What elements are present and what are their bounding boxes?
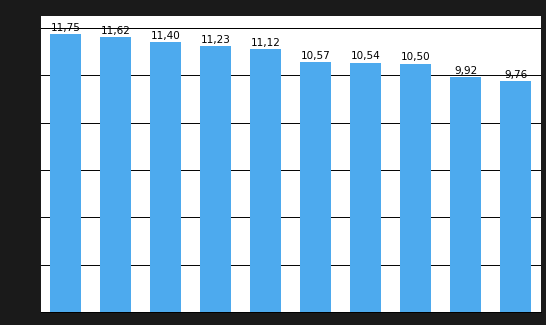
Text: 11,23: 11,23: [201, 35, 231, 45]
Bar: [100, 37, 132, 312]
Bar: [500, 81, 531, 312]
Text: 11,75: 11,75: [51, 23, 81, 33]
Bar: [450, 77, 481, 312]
Text: 9,92: 9,92: [454, 66, 477, 76]
Bar: [150, 42, 181, 312]
Text: 11,12: 11,12: [251, 38, 281, 48]
Text: 10,57: 10,57: [301, 51, 330, 61]
Text: 9,76: 9,76: [504, 70, 527, 80]
Bar: [400, 64, 431, 312]
Text: 10,50: 10,50: [401, 52, 430, 62]
Bar: [350, 63, 381, 312]
Text: 11,40: 11,40: [151, 31, 181, 41]
Text: 10,54: 10,54: [351, 51, 381, 61]
Bar: [200, 46, 232, 312]
Bar: [300, 62, 331, 312]
Text: 11,62: 11,62: [101, 26, 131, 36]
Bar: [250, 49, 281, 312]
Bar: [50, 34, 81, 312]
